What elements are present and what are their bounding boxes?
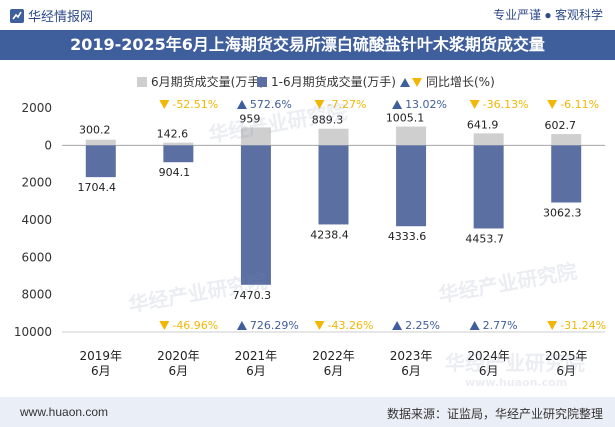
legend-down-triangle-icon <box>412 78 422 87</box>
cumulative-growth-label: -31.24% <box>560 319 606 332</box>
growth-down-triangle-icon <box>159 100 170 109</box>
brand: 华经情报网 <box>10 6 93 25</box>
data-label-monthly: 602.7 <box>544 119 576 132</box>
y-tick-label: 2000 <box>21 101 52 115</box>
monthly-growth-label: -52.51% <box>172 98 218 111</box>
chart-title: 2019-2025年6月上海期货交易所漂白硫酸盐针叶木浆期货成交量 <box>0 30 615 60</box>
monthly-growth-label: 13.02% <box>405 98 447 111</box>
growth-down-triangle-icon <box>547 321 558 330</box>
y-tick-label: 2000 <box>21 176 52 190</box>
legend-monthly-swatch <box>137 77 147 87</box>
legend: 6月期货成交量(万手) 1-6月期货成交量(万手) 同比增长(%) <box>137 74 495 89</box>
bar-monthly <box>396 126 427 146</box>
cumulative-growth-label: -46.96% <box>172 319 218 332</box>
monthly-growth-label: -7.27% <box>328 98 367 111</box>
x-tick-label: 2024年 6月 <box>467 349 510 378</box>
x-tick-label: 2022年 6月 <box>312 349 355 378</box>
data-label-cumulative: 3062.3 <box>543 206 582 219</box>
y-tick-label: 8000 <box>21 288 52 302</box>
brand-logo-icon <box>10 9 24 23</box>
x-tick-label: 2019年 6月 <box>80 349 123 378</box>
plot-area: 300.2 1704.4 2019年 6月 142.6 904.1 2020年 6月 959 74… <box>78 98 607 378</box>
y-tick-label: 0 <box>44 138 52 152</box>
legend-cumulative-swatch <box>257 77 267 87</box>
footer-website: www.huaon.com <box>20 405 109 419</box>
bar-cumulative <box>240 145 271 285</box>
data-label-cumulative: 904.1 <box>159 166 191 179</box>
watermark: 华经产业研究院 华经产业研究院 华经产业研究院 华经产业研究院 www.huao… <box>127 99 585 389</box>
footer: www.huaon.com 数据来源：证监局，华经产业研究院整理 <box>0 397 615 427</box>
data-label-monthly: 641.9 <box>467 118 499 131</box>
watermark-text-2: 华经产业研究院 <box>437 259 579 307</box>
bar-monthly <box>551 134 582 146</box>
chart: 6月期货成交量(万手) 1-6月期货成交量(万手) 同比增长(%) 2000 0 2… <box>14 74 607 389</box>
bar-cumulative <box>396 145 427 227</box>
cumulative-growth-label: 726.29% <box>250 319 299 332</box>
cumulative-growth-label: -43.26% <box>328 319 374 332</box>
bar-cumulative <box>163 145 194 163</box>
bar-cumulative <box>318 145 349 225</box>
monthly-growth-label: -6.11% <box>560 98 599 111</box>
data-label-cumulative: 7470.3 <box>233 289 272 302</box>
bar-monthly <box>163 142 194 146</box>
y-tick-label: 10000 <box>14 325 52 339</box>
watermark-url: www.huaon.com <box>465 376 567 389</box>
data-label-cumulative: 1704.4 <box>78 181 117 194</box>
data-label-monthly: 889.3 <box>312 114 344 127</box>
growth-down-triangle-icon <box>547 100 558 109</box>
x-tick-label: 2025年 6月 <box>545 349 588 378</box>
brand-name: 华经情报网 <box>28 9 94 24</box>
data-label-cumulative: 4238.4 <box>310 228 349 241</box>
bar-monthly <box>85 139 116 146</box>
cumulative-growth-label: 2.77% <box>483 319 518 332</box>
growth-down-triangle-icon <box>469 100 480 109</box>
tagline: 专业严谨 ● 客观科学 <box>493 8 603 22</box>
monthly-growth-label: -36.13% <box>483 98 529 111</box>
growth-up-triangle-icon <box>236 321 247 330</box>
growth-down-triangle-icon <box>159 321 170 330</box>
y-tick-label: 6000 <box>21 250 52 264</box>
bar-cumulative <box>473 145 504 229</box>
data-label-monthly: 300.2 <box>79 124 111 137</box>
monthly-growth-label: 572.6% <box>250 98 292 111</box>
data-label-monthly: 1005.1 <box>386 112 425 125</box>
legend-monthly-label: 6月期货成交量(万手) <box>151 74 264 89</box>
y-tick-label: 4000 <box>21 213 52 227</box>
x-tick-label: 2020年 6月 <box>157 349 200 378</box>
footer-source: 数据来源：证监局，华经产业研究院整理 <box>386 407 603 421</box>
legend-cumulative-label: 1-6月期货成交量(万手) <box>271 74 396 89</box>
growth-down-triangle-icon <box>314 100 325 109</box>
bar-monthly <box>318 128 349 146</box>
x-tick-label: 2023年 6月 <box>390 349 433 378</box>
data-label-cumulative: 4333.6 <box>388 230 427 243</box>
data-label-monthly: 142.6 <box>157 128 189 141</box>
cumulative-growth-label: 2.25% <box>405 319 440 332</box>
bar-monthly <box>240 127 271 146</box>
growth-up-triangle-icon <box>236 100 247 109</box>
watermark-text-4: 华经产业研究院 <box>445 351 585 375</box>
data-label-cumulative: 4453.7 <box>465 232 504 245</box>
growth-up-triangle-icon <box>392 100 403 109</box>
growth-up-triangle-icon <box>392 321 403 330</box>
growth-up-triangle-icon <box>469 321 480 330</box>
bar-monthly <box>473 133 504 146</box>
watermark-text-3: 华经产业研究院 <box>127 269 269 317</box>
data-label-monthly: 959 <box>239 112 260 125</box>
x-tick-label: 2021年 6月 <box>235 349 278 378</box>
legend-up-triangle-icon <box>400 78 410 87</box>
legend-growth-label: 同比增长(%) <box>426 75 495 89</box>
bar-cumulative <box>551 145 582 203</box>
top-bar: 华经情报网 专业严谨 ● 客观科学 <box>0 0 615 30</box>
growth-down-triangle-icon <box>314 321 325 330</box>
bar-cumulative <box>85 145 116 178</box>
